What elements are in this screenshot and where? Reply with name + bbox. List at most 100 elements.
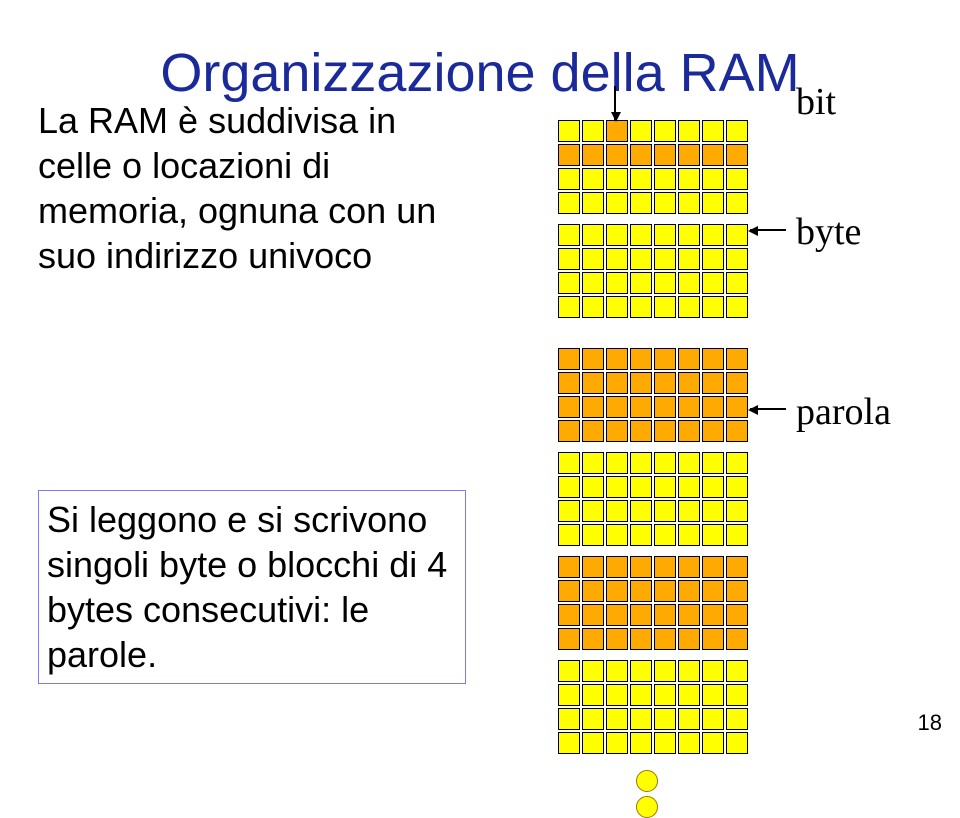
memory-bit-cell: [558, 396, 580, 418]
label-byte: byte: [796, 210, 861, 254]
memory-bit-cell: [630, 144, 652, 166]
memory-bit-cell: [630, 120, 652, 142]
memory-bit-cell: [678, 476, 700, 498]
memory-bit-cell: [558, 628, 580, 650]
memory-bit-cell: [678, 372, 700, 394]
memory-bit-cell: [558, 684, 580, 706]
memory-bit-cell: [558, 272, 580, 294]
memory-bit-cell: [630, 372, 652, 394]
memory-byte-row: [558, 296, 748, 318]
memory-bit-cell: [678, 248, 700, 270]
memory-bit-cell: [606, 372, 628, 394]
memory-byte-row: [558, 272, 748, 294]
memory-bit-cell: [702, 224, 724, 246]
memory-bit-cell: [678, 580, 700, 602]
memory-bit-cell: [582, 420, 604, 442]
memory-bit-cell: [630, 476, 652, 498]
memory-bit-cell: [702, 604, 724, 626]
memory-bit-cell: [678, 604, 700, 626]
memory-bit-cell: [630, 660, 652, 682]
memory-bit-cell: [726, 372, 748, 394]
memory-byte-row: [558, 708, 748, 730]
memory-bit-cell: [702, 348, 724, 370]
memory-byte-row: [558, 168, 748, 190]
read-write-description-box: Si leggono e si scrivono singoli byte o …: [38, 490, 466, 684]
memory-bit-cell: [654, 604, 676, 626]
memory-bit-cell: [678, 420, 700, 442]
memory-bit-cell: [630, 604, 652, 626]
memory-byte-row: [558, 248, 748, 270]
memory-bit-cell: [606, 476, 628, 498]
memory-bit-cell: [630, 348, 652, 370]
memory-bit-cell: [558, 168, 580, 190]
memory-bit-cell: [654, 144, 676, 166]
memory-bit-cell: [678, 396, 700, 418]
memory-bit-cell: [630, 684, 652, 706]
memory-bit-cell: [558, 452, 580, 474]
memory-bit-cell: [606, 708, 628, 730]
memory-bit-cell: [654, 628, 676, 650]
memory-bit-cell: [558, 660, 580, 682]
memory-bit-cell: [630, 628, 652, 650]
memory-bit-cell: [702, 660, 724, 682]
memory-bit-cell: [654, 476, 676, 498]
memory-bit-cell: [630, 524, 652, 546]
memory-byte-row: [558, 660, 748, 682]
memory-bit-cell: [558, 732, 580, 754]
memory-bit-cell: [678, 500, 700, 522]
memory-bit-cell: [558, 248, 580, 270]
continuation-dot: [636, 770, 658, 792]
memory-bit-cell: [726, 732, 748, 754]
memory-bit-cell: [558, 708, 580, 730]
memory-bit-cell: [678, 144, 700, 166]
memory-bit-cell: [678, 272, 700, 294]
memory-bit-cell: [606, 168, 628, 190]
memory-bit-cell: [726, 708, 748, 730]
memory-bit-cell: [606, 580, 628, 602]
memory-bit-cell: [726, 452, 748, 474]
memory-byte-row: [558, 452, 748, 474]
memory-bit-cell: [582, 708, 604, 730]
memory-bit-cell: [654, 192, 676, 214]
memory-byte-row: [558, 372, 748, 394]
memory-bit-cell: [606, 120, 628, 142]
memory-bit-cell: [630, 396, 652, 418]
memory-bit-cell: [726, 604, 748, 626]
memory-bit-cell: [678, 120, 700, 142]
memory-bit-cell: [558, 348, 580, 370]
memory-bit-cell: [726, 120, 748, 142]
memory-bit-cell: [678, 524, 700, 546]
memory-byte-row: [558, 580, 748, 602]
memory-bit-cell: [630, 500, 652, 522]
memory-bit-cell: [630, 452, 652, 474]
memory-bit-cell: [654, 580, 676, 602]
memory-bit-cell: [726, 144, 748, 166]
memory-bit-cell: [654, 684, 676, 706]
memory-bit-cell: [726, 420, 748, 442]
memory-bit-cell: [630, 192, 652, 214]
memory-bit-cell: [702, 296, 724, 318]
memory-bit-cell: [678, 556, 700, 578]
memory-bit-cell: [678, 732, 700, 754]
memory-bit-cell: [726, 556, 748, 578]
memory-bit-cell: [654, 248, 676, 270]
memory-bit-cell: [702, 420, 724, 442]
memory-bit-cell: [678, 224, 700, 246]
page-number: 18: [918, 710, 942, 736]
memory-bit-cell: [654, 296, 676, 318]
memory-byte-row: [558, 348, 748, 370]
label-parola: parola: [796, 390, 891, 434]
memory-bit-cell: [558, 372, 580, 394]
memory-bit-cell: [726, 524, 748, 546]
memory-bit-cell: [558, 476, 580, 498]
memory-bit-cell: [702, 168, 724, 190]
memory-byte-row: [558, 396, 748, 418]
memory-bit-cell: [702, 628, 724, 650]
memory-bit-cell: [702, 248, 724, 270]
memory-bit-cell: [726, 580, 748, 602]
memory-bit-cell: [726, 348, 748, 370]
memory-bit-cell: [558, 144, 580, 166]
memory-bit-cell: [558, 580, 580, 602]
memory-bit-cell: [606, 628, 628, 650]
memory-bit-cell: [606, 524, 628, 546]
